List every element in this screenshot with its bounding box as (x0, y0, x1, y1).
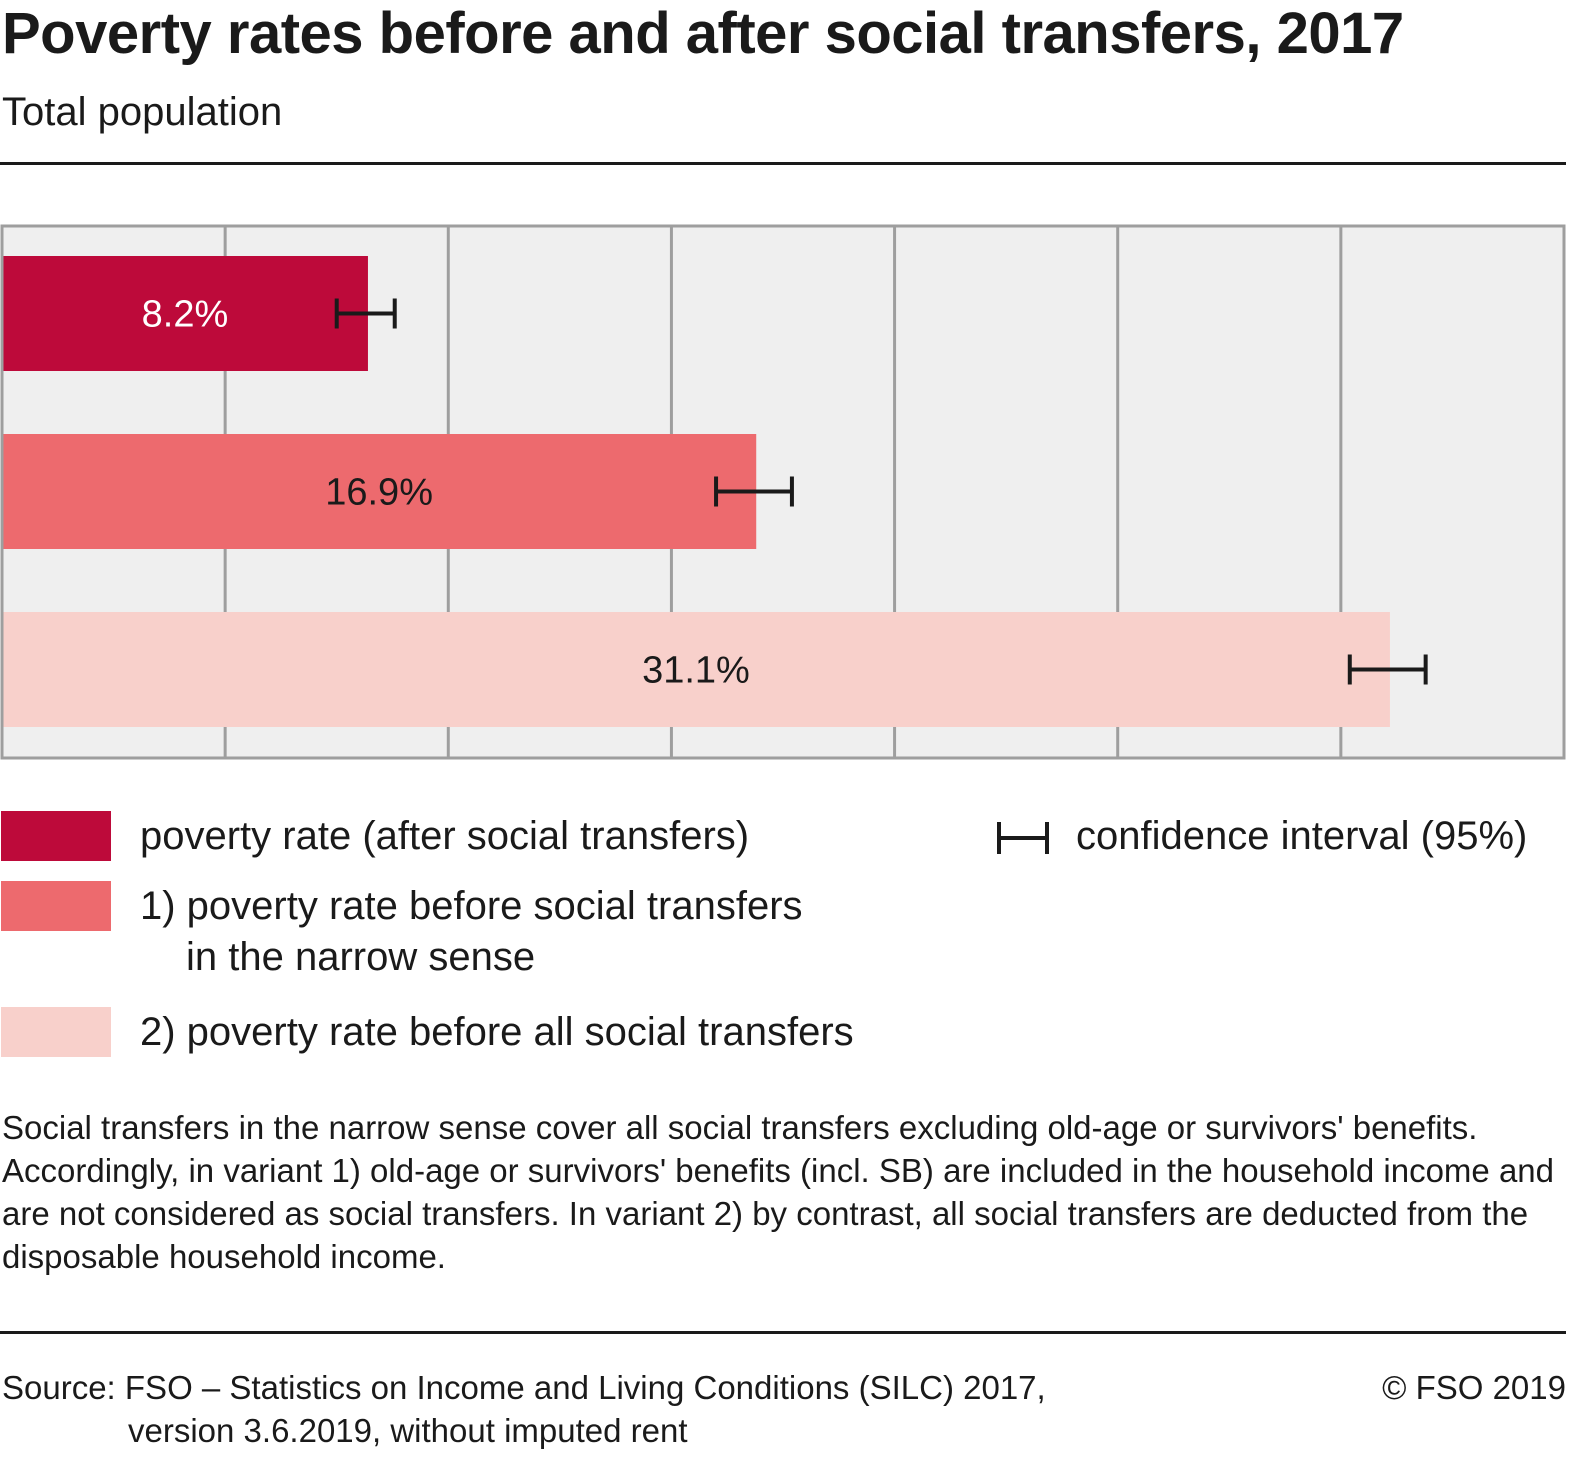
footnote: Social transfers in the narrow sense cov… (2, 1109, 1554, 1275)
source-line-2: version 3.6.2019, without imputed rent (128, 1412, 688, 1449)
bar-value-label-2: 31.1% (642, 650, 750, 692)
bar-chart: 8.2% 16.9% 31.1% (0, 224, 1566, 760)
chart-title: Poverty rates before and after social tr… (2, 1, 1404, 66)
copyright: © FSO 2019 (1382, 1369, 1566, 1406)
legend-label-narrow-line2: in the narrow sense (186, 935, 536, 979)
bottom-divider (0, 1331, 1566, 1334)
legend-swatch-all (1, 1007, 111, 1057)
bar-0 (2, 256, 368, 371)
legend-label-narrow-line1: 1) poverty rate before social transfers (140, 884, 803, 928)
legend-swatch-narrow (1, 881, 111, 931)
legend-swatch-after (1, 811, 111, 861)
legend-label-after: poverty rate (after social transfers) (140, 814, 750, 858)
confidence-interval-icon (997, 822, 1049, 854)
bar-1 (2, 434, 757, 549)
top-divider (0, 162, 1566, 165)
bar-value-label-0: 8.2% (142, 294, 229, 336)
legend-label-all: 2) poverty rate before all social transf… (140, 1010, 854, 1054)
source-note: Source: FSO – Statistics on Income and L… (2, 1366, 1046, 1452)
bar-value-label-1: 16.9% (325, 472, 433, 514)
legend-label-ci: confidence interval (95%) (1076, 814, 1528, 858)
bar-2 (2, 612, 1390, 727)
plot-frame (0, 224, 1566, 760)
source-line-1: Source: FSO – Statistics on Income and L… (2, 1369, 1046, 1406)
chart-subtitle: Total population (2, 90, 283, 134)
